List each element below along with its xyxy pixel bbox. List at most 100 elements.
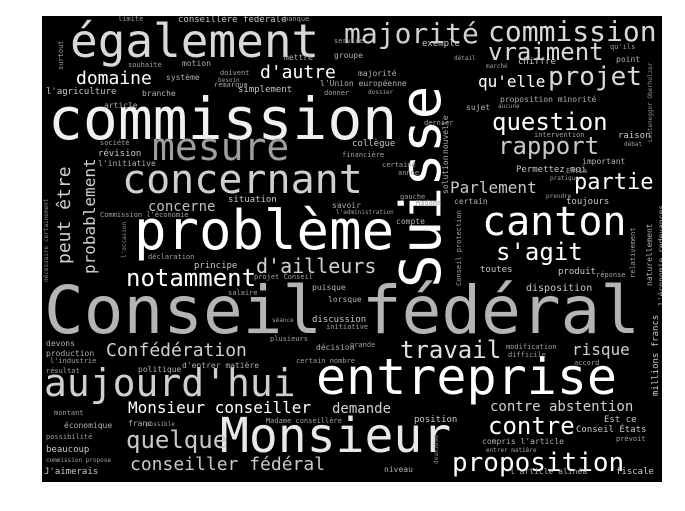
- word: groupe: [334, 51, 363, 60]
- word: besoin: [218, 77, 240, 84]
- word: modification: [506, 343, 557, 351]
- word: question: [492, 108, 608, 136]
- word: vraiment: [488, 38, 604, 66]
- word: nécessaire: [43, 245, 50, 282]
- word: Monsieur: [220, 408, 452, 464]
- word: chiffre: [518, 57, 556, 67]
- word: naturellement: [645, 223, 654, 286]
- word: proposition minorité: [500, 95, 597, 104]
- word: initiative: [326, 323, 369, 331]
- word: travail: [400, 336, 502, 364]
- word: l'administration: [336, 209, 394, 216]
- word: puisque: [312, 283, 346, 292]
- word: peut être: [54, 166, 75, 264]
- word: l'agriculture: [46, 87, 117, 97]
- word: limite: [118, 16, 144, 23]
- word: déclaration: [148, 253, 195, 261]
- word: souhaite: [128, 61, 162, 69]
- word: savoir: [332, 201, 361, 210]
- word: majorité: [358, 69, 397, 78]
- word: réponse: [596, 271, 626, 279]
- word-cloud: Conseil fédéral commission Suisse problè…: [42, 16, 662, 482]
- word: partie: [574, 170, 654, 195]
- word: principe: [194, 261, 238, 271]
- word: toutes: [480, 265, 513, 275]
- word: d'autre: [260, 62, 336, 83]
- word: aucune: [498, 103, 520, 110]
- word: motion: [182, 59, 211, 68]
- word: difficile: [508, 351, 546, 359]
- word: quelque: [126, 426, 228, 454]
- word: possible: [146, 421, 175, 428]
- word: donner: [324, 89, 350, 97]
- word: Parlement: [450, 178, 537, 197]
- word: probablement: [80, 158, 99, 274]
- word: système: [166, 73, 200, 82]
- word: détail: [454, 55, 476, 62]
- word: prendre: [546, 193, 572, 200]
- word: sujet: [466, 103, 491, 112]
- word: entrer matière: [486, 447, 537, 454]
- word: séance: [272, 317, 294, 324]
- word: collègue: [352, 139, 396, 149]
- word: service: [334, 37, 364, 45]
- word: l'occasion: [121, 221, 128, 258]
- word: dernier: [424, 119, 454, 127]
- word: l'économie redevances: [657, 204, 662, 306]
- word: J'aimerais: [44, 467, 99, 477]
- word: grande: [350, 341, 376, 349]
- word: Conseil fédéral: [44, 272, 641, 349]
- word: relativement: [629, 227, 637, 278]
- word: production: [46, 349, 95, 358]
- word: concerne: [148, 199, 216, 215]
- word: certain nombre: [296, 357, 356, 365]
- word: intervention: [534, 131, 585, 139]
- word: d'entrer matière: [182, 361, 260, 370]
- word: résultat: [46, 367, 80, 375]
- word: dossier: [368, 89, 394, 96]
- word: qu'ils: [610, 43, 636, 51]
- word: décision: [316, 343, 355, 352]
- word: branche: [142, 89, 176, 98]
- word: nouvelle: [441, 115, 450, 154]
- word: certain: [454, 197, 488, 206]
- word: gauche: [400, 193, 426, 201]
- word: deuxième: [433, 435, 440, 464]
- word: révision: [98, 149, 142, 159]
- word: Est ce: [604, 415, 637, 425]
- word: qu'elle: [478, 72, 546, 91]
- word: fiscale: [616, 467, 654, 477]
- word: notamment: [126, 264, 257, 292]
- word: marché: [486, 63, 508, 70]
- word: important: [582, 157, 626, 166]
- word: concernant: [122, 157, 363, 203]
- word: également: [70, 16, 320, 68]
- word: raison: [618, 131, 651, 141]
- word: commission: [488, 16, 657, 48]
- word: commission: [48, 85, 398, 153]
- word: exemple: [422, 39, 460, 49]
- word: risque: [572, 340, 630, 359]
- word: problème: [134, 199, 395, 262]
- word: rapport: [498, 132, 600, 160]
- word: mesure: [152, 125, 290, 169]
- word: position: [414, 415, 458, 425]
- word: niveau: [384, 465, 413, 474]
- word: Leutenegger Oberholzer: [647, 62, 654, 142]
- word: majorité: [344, 17, 479, 50]
- word: domaine: [76, 68, 152, 89]
- word: banque: [284, 16, 310, 23]
- word: d'ailleurs: [256, 254, 377, 278]
- word: plusieurs: [270, 335, 308, 343]
- word: Madame: [416, 199, 442, 207]
- word: l'initiative: [98, 159, 156, 168]
- word: l'industrie: [50, 357, 97, 365]
- word: politique: [138, 365, 182, 374]
- word: s'agit: [496, 238, 583, 266]
- word: Commission l'économie: [100, 211, 189, 219]
- word: économique: [64, 421, 113, 430]
- word: Confédération: [106, 340, 247, 361]
- word: Madame conseillère: [266, 417, 342, 425]
- word: franc: [128, 419, 153, 428]
- word: point: [616, 55, 641, 64]
